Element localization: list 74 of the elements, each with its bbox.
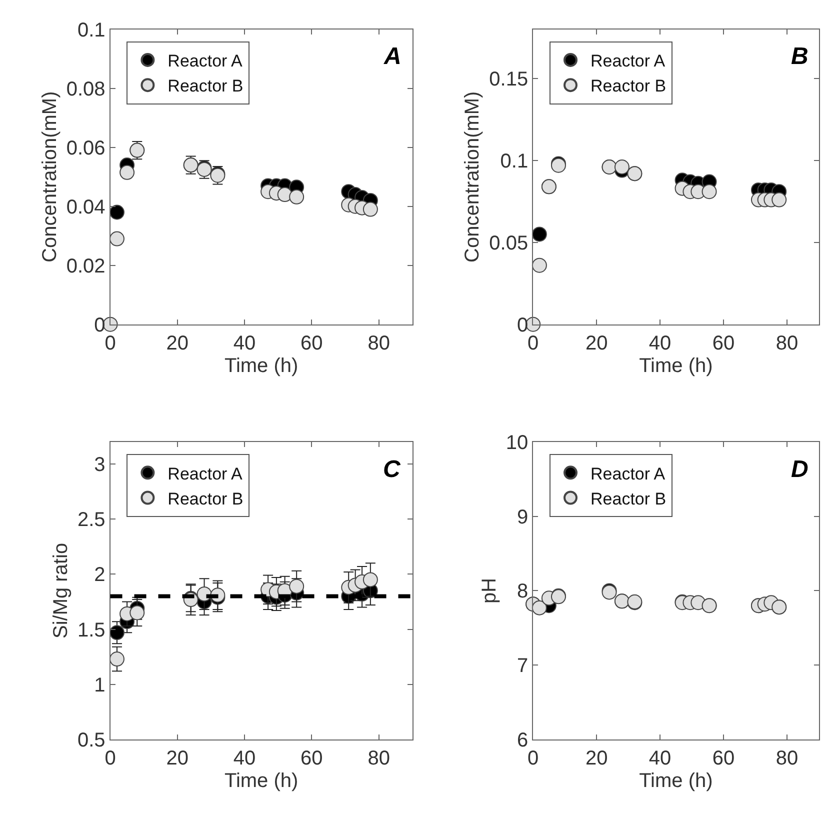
text: B: [791, 43, 808, 70]
point: [532, 258, 547, 273]
x-axis-title: Time (h): [639, 770, 713, 792]
y-axis-title: Concentration(mM): [38, 91, 61, 262]
point: [109, 625, 124, 640]
point: [362, 202, 378, 217]
point: [614, 160, 630, 174]
point: [130, 605, 145, 620]
x-tick-label: 60: [712, 332, 735, 354]
x-tick-label: 60: [712, 747, 735, 770]
legend-label: Reactor A: [168, 52, 243, 71]
x-tick-label: 80: [368, 747, 390, 770]
x-tick-label: 60: [300, 332, 323, 354]
y-tick-label: 2.5: [77, 509, 106, 532]
point: [362, 572, 378, 588]
x-tick-label: 40: [648, 747, 672, 770]
x-tick-label: 40: [233, 747, 256, 770]
y-tick-label: 2: [94, 564, 106, 586]
x-axis-title: Time (h): [639, 354, 713, 377]
x-tick-label: 40: [648, 332, 672, 354]
point: [109, 204, 124, 220]
y-tick-label: 0.04: [66, 196, 106, 218]
y-tick-label: 7: [516, 655, 528, 678]
point: [772, 192, 787, 208]
y-axis-title: Si/Mg ratio: [50, 542, 72, 639]
text: C: [383, 456, 401, 483]
y-tick-label: 10: [506, 432, 528, 454]
point: [120, 164, 135, 180]
x-tick-label: 20: [166, 747, 189, 770]
y-axis-title: Concentration(mM): [462, 91, 484, 262]
y-tick-label: 1.5: [77, 619, 106, 642]
point: [532, 600, 547, 616]
x-tick-label: 40: [233, 332, 256, 354]
y-tick-label: 0.02: [66, 255, 106, 278]
legend-label: Reactor B: [590, 489, 666, 508]
x-tick-label: 20: [585, 747, 608, 770]
legend-label: Reactor A: [590, 464, 666, 484]
x-tick-label: 80: [368, 332, 390, 354]
legend-label: Reactor B: [590, 76, 666, 96]
y-tick-label: 8: [516, 580, 528, 603]
text: A: [383, 43, 402, 70]
y-tick-label: 0.5: [77, 729, 106, 752]
y-tick-label: 0.06: [66, 137, 106, 160]
y-tick-label: 6: [516, 729, 528, 752]
point: [702, 184, 717, 200]
point: [532, 226, 547, 242]
legend-label: Reactor A: [168, 464, 243, 484]
point: [109, 652, 124, 667]
x-axis-title: Time (h): [224, 354, 298, 377]
y-tick-label: 1: [94, 674, 106, 696]
point: [109, 231, 124, 246]
y-tick-label: 0: [94, 314, 106, 336]
y-tick-label: 0.05: [489, 232, 528, 254]
y-axis-title: pH: [478, 578, 500, 604]
text: D: [791, 456, 808, 483]
x-tick-label: 60: [300, 747, 323, 770]
y-tick-label: 0.1: [77, 19, 106, 42]
y-tick-label: 0.08: [66, 78, 106, 100]
y-tick-label: 0: [516, 314, 528, 336]
x-axis-title: Time (h): [224, 770, 298, 792]
y-tick-label: 9: [516, 506, 528, 528]
x-tick-label: 20: [166, 332, 189, 354]
x-tick-label: 20: [585, 332, 608, 354]
legend-label: Reactor A: [590, 52, 666, 71]
y-tick-label: 0.1: [500, 150, 528, 172]
point: [277, 187, 292, 202]
point: [289, 189, 304, 204]
point: [289, 578, 304, 594]
y-tick-label: 0.15: [489, 68, 528, 91]
legend-label: Reactor B: [168, 76, 244, 96]
legend-label: Reactor B: [168, 489, 244, 508]
x-tick-label: 80: [776, 332, 798, 354]
x-tick-label: 80: [776, 747, 798, 770]
y-tick-label: 3: [94, 454, 106, 476]
